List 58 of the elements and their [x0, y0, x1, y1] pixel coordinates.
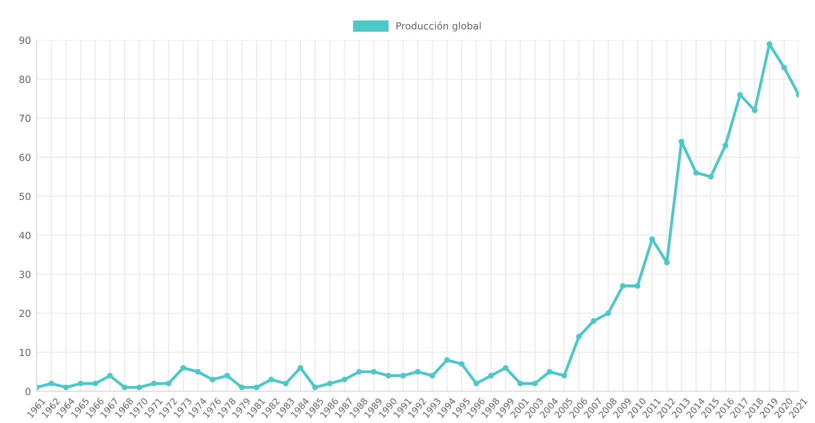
point: [430, 372, 436, 378]
point: [224, 372, 230, 378]
point: [546, 368, 552, 375]
y-tick-label: 90: [19, 36, 30, 44]
point: [400, 372, 406, 378]
point: [268, 376, 274, 382]
y-tick-label: 30: [19, 270, 30, 278]
point: [678, 138, 684, 144]
legend-label: Producción global: [396, 22, 481, 32]
y-tick-label: 40: [19, 232, 30, 240]
point: [590, 318, 596, 324]
point: [239, 384, 245, 390]
point: [48, 380, 54, 386]
point: [488, 372, 494, 378]
point: [254, 384, 260, 390]
point: [122, 384, 128, 390]
point: [708, 174, 714, 180]
point: [605, 310, 611, 316]
point: [180, 365, 186, 371]
point: [781, 64, 787, 70]
point: [620, 283, 626, 289]
point: [370, 368, 377, 375]
point: [517, 380, 524, 386]
point: [693, 170, 699, 176]
y-tick-label: 80: [19, 76, 30, 84]
point: [634, 283, 640, 289]
point: [298, 365, 304, 371]
point: [78, 380, 84, 386]
point: [195, 368, 201, 375]
point: [458, 361, 464, 367]
point: [752, 108, 758, 114]
y-tick-label: 0: [26, 388, 30, 396]
y-tick-label: 10: [20, 348, 30, 356]
point: [210, 376, 216, 382]
point: [283, 380, 289, 386]
y-tick-label: 60: [19, 154, 30, 162]
point: [326, 380, 333, 386]
point: [92, 380, 98, 386]
point: [342, 376, 348, 382]
point: [722, 142, 728, 148]
point: [414, 368, 420, 375]
point: [136, 384, 142, 390]
point: [444, 357, 450, 363]
point: [151, 380, 157, 386]
point: [502, 365, 508, 371]
point: [561, 372, 568, 378]
point: [107, 372, 113, 378]
point: [576, 334, 582, 340]
y-tick-label: 50: [20, 192, 30, 200]
point: [312, 384, 318, 390]
point: [532, 380, 538, 386]
point: [166, 380, 172, 386]
point: [63, 384, 69, 390]
y-tick-label: 20: [19, 310, 30, 318]
y-tick-label: 70: [20, 114, 30, 122]
point: [386, 372, 392, 378]
point: [474, 380, 480, 386]
point: [356, 368, 362, 375]
